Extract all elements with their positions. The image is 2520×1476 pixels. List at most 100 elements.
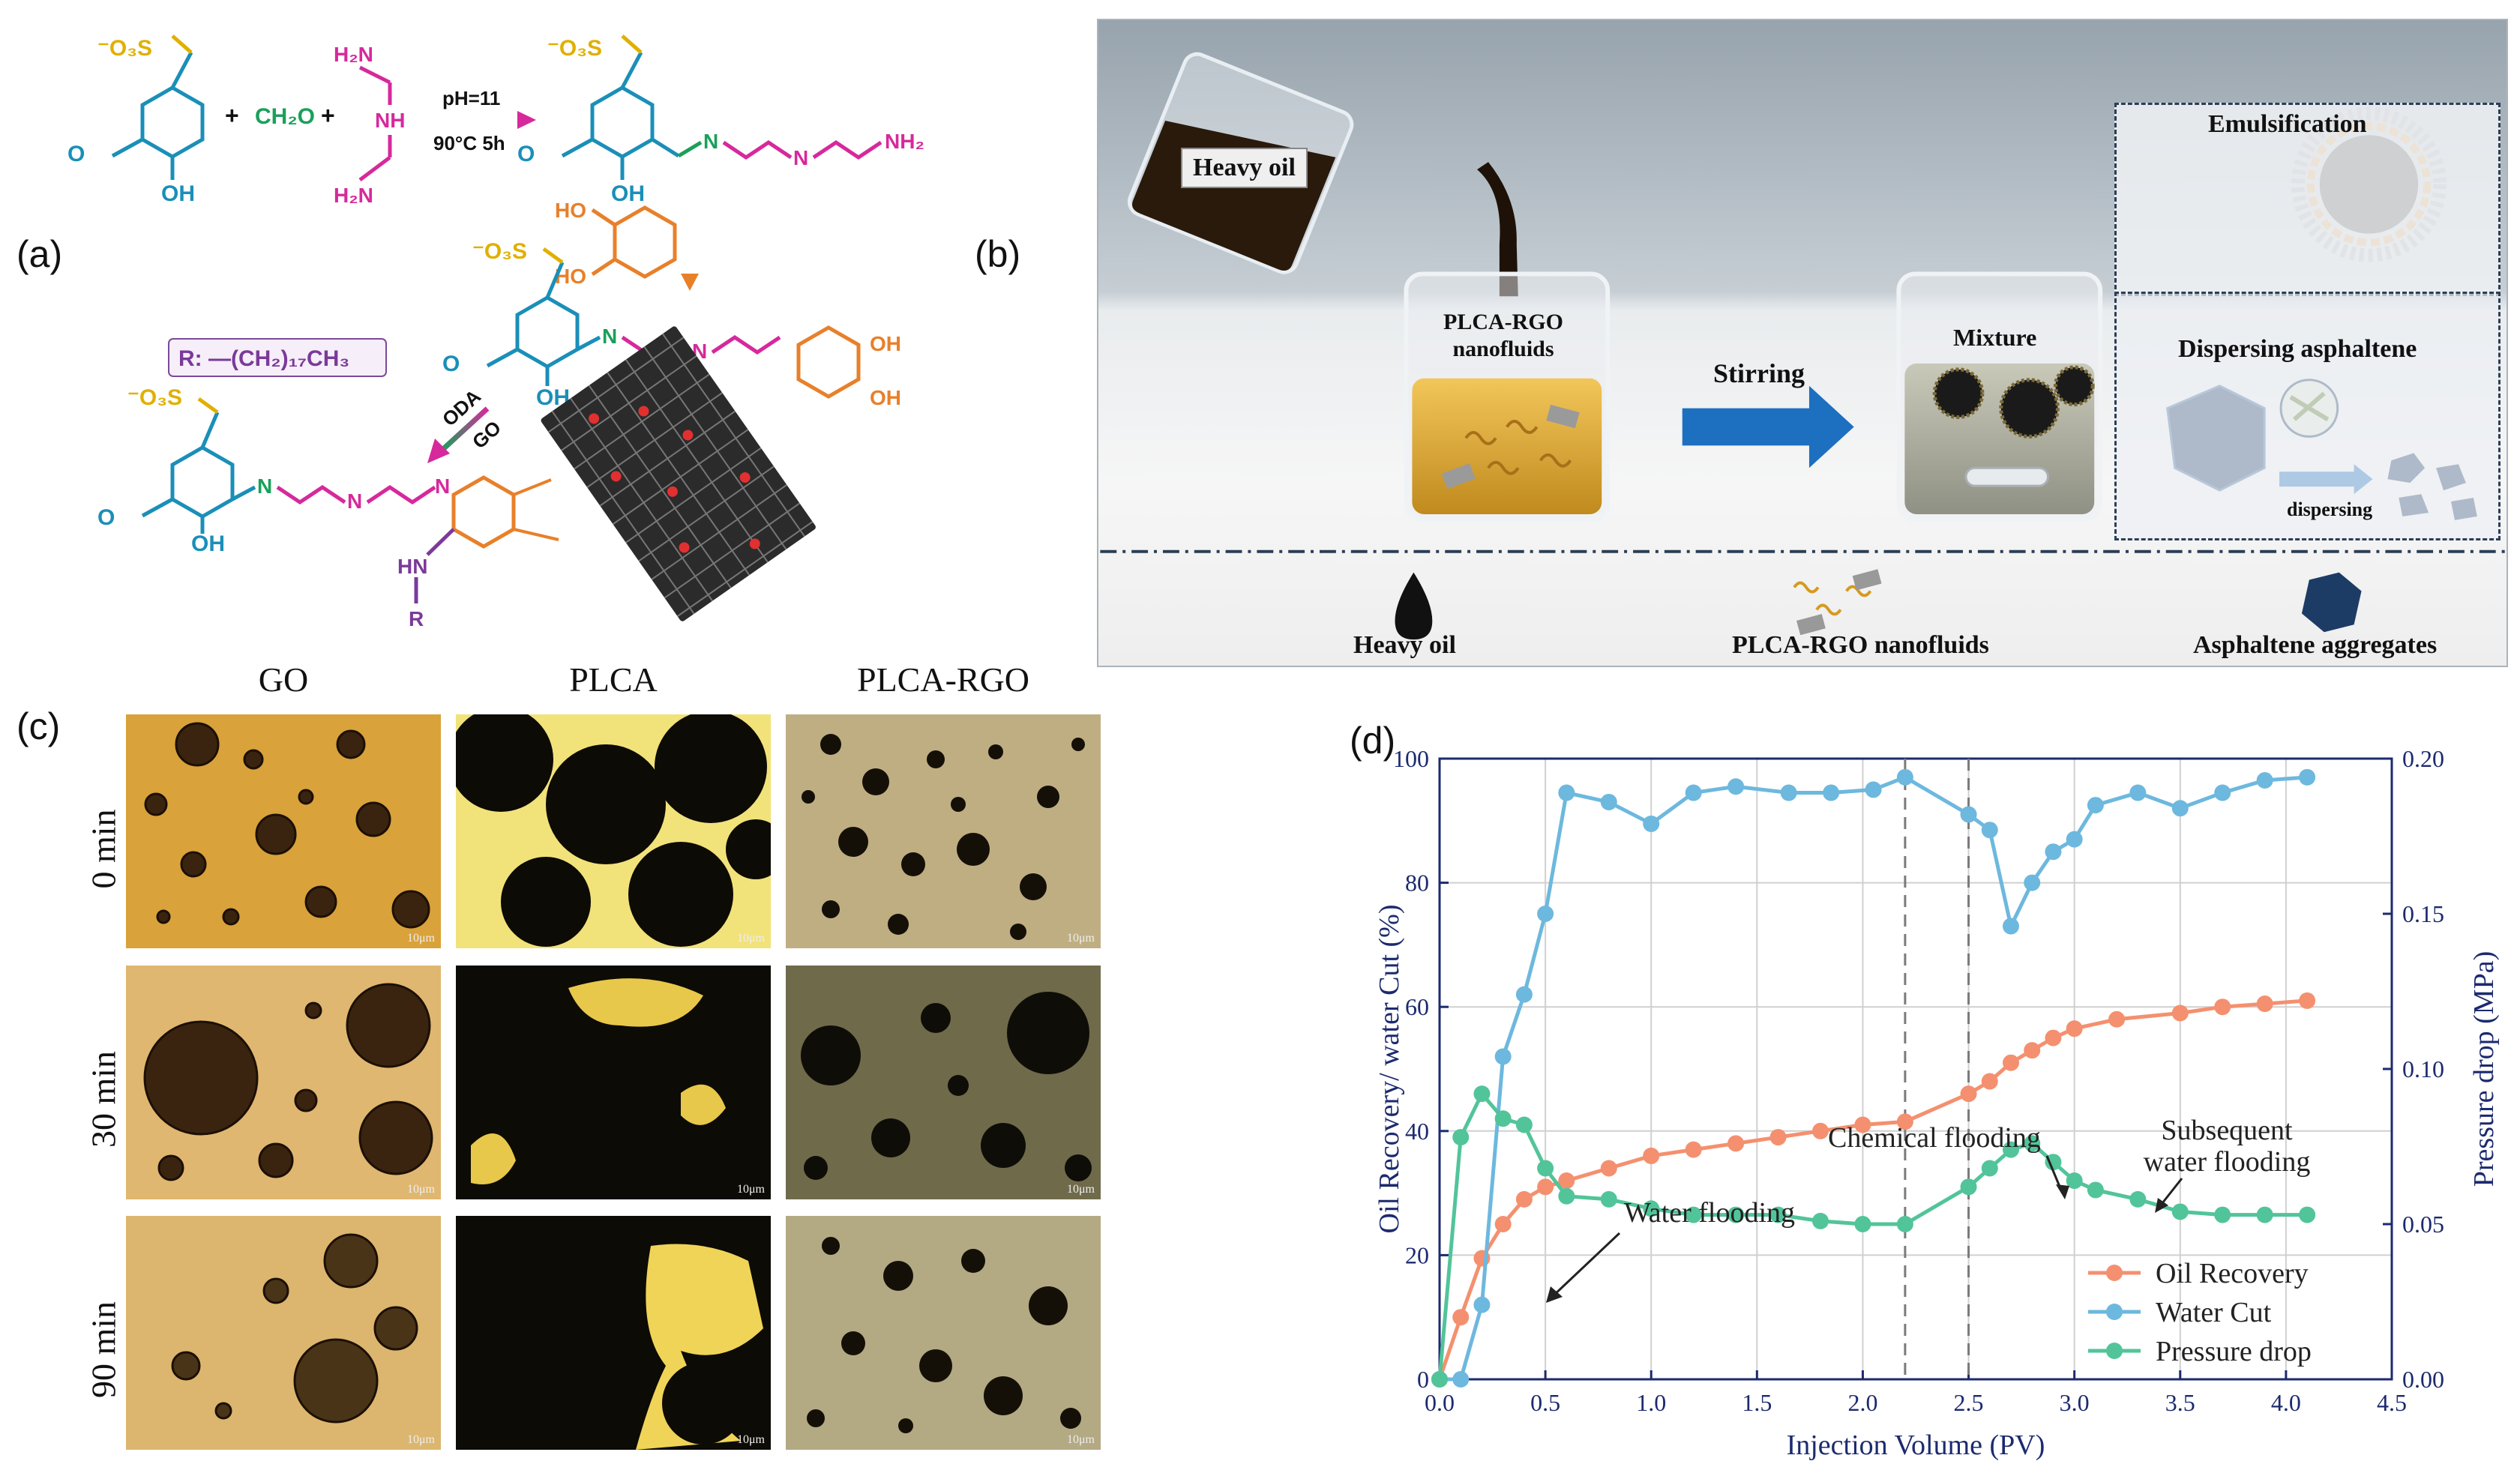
ph-condition: pH=11	[442, 87, 500, 109]
micrograph-go-30: 10μm	[126, 966, 441, 1199]
graphene-oxide-sheet	[541, 326, 816, 621]
row-90-min: 90 min	[84, 1301, 123, 1399]
series-0-point-17	[2003, 1054, 2019, 1071]
svg-text:HO: HO	[555, 199, 586, 222]
recovery-chart: (d) 0.0 0.5 1.0 1.5 2.0 2.5 3.0 3.5 4.0 4.5 0 20 40 60…	[1350, 697, 2520, 1472]
x-tick-label-0: 0.0	[1425, 1389, 1455, 1416]
series-0-point-15	[1960, 1085, 1977, 1103]
series-2-point-23	[2171, 1203, 2189, 1220]
series-0-point-20	[2066, 1020, 2083, 1037]
series-1-point-21	[2087, 797, 2104, 814]
svg-text:O: O	[67, 142, 85, 166]
series-2-point-15	[1960, 1178, 1977, 1196]
annotation-arrowhead-water	[1546, 1286, 1563, 1303]
series-1-point-22	[2129, 784, 2147, 801]
series-2-point-9	[1685, 1206, 1702, 1223]
series-2-point-10	[1727, 1206, 1745, 1223]
dispersing-inset	[2114, 292, 2501, 540]
svg-text:+: +	[321, 102, 335, 129]
row-0-min: 0 min	[84, 809, 123, 889]
series-0-point-12	[1812, 1122, 1829, 1139]
series-0-point-25	[2299, 992, 2316, 1009]
x-tick-label-1: 0.5	[1530, 1389, 1560, 1416]
temp-condition: 90°C 5h	[433, 132, 505, 154]
legend-label-0: Oil Recovery	[2156, 1258, 2309, 1289]
series-2-point-17	[2003, 1141, 2019, 1158]
micrograph-plca-30: 10μm	[456, 966, 771, 1199]
y-left-tick-label-2: 40	[1405, 1118, 1429, 1145]
series-2-point-25	[2256, 1206, 2273, 1223]
legend-heavy-oil: Heavy oil	[1353, 631, 1456, 659]
series-2-point-1	[1452, 1129, 1470, 1146]
legend-marker-2	[2106, 1343, 2123, 1359]
svg-text:N: N	[257, 475, 272, 498]
column-plca: PLCA	[569, 660, 658, 699]
micrograph-plca-0: 10μm	[456, 714, 771, 948]
svg-text:OH: OH	[870, 332, 901, 355]
final-product	[141, 397, 436, 534]
catechol	[591, 205, 677, 279]
series-2-point-6	[1558, 1187, 1575, 1205]
r-group-text: R: —(CH₂)₁₇CH₃	[178, 346, 349, 371]
series-1-point-6	[1558, 784, 1575, 801]
svg-text:ODA: ODA	[438, 385, 485, 430]
x-tick-label-8: 4.0	[2271, 1389, 2301, 1416]
legend-asphaltene: Asphaltene aggregates	[2193, 631, 2438, 659]
svg-text:OH: OH	[870, 386, 901, 409]
reactant-lignin-unit	[111, 34, 205, 180]
y-right-tick-label-1: 0.05	[2402, 1211, 2444, 1238]
stirring-arrow	[1682, 385, 1854, 469]
panel-d-label: (d)	[1350, 720, 1395, 762]
series-1-point-2	[1473, 1296, 1491, 1313]
svg-text:NH₂: NH₂	[885, 130, 924, 153]
x-tick-label-2: 1.0	[1636, 1389, 1666, 1416]
panel-a-label: (a)	[16, 233, 63, 275]
chart-svg: (d) 0.0 0.5 1.0 1.5 2.0 2.5 3.0 3.5 4.0 4.5 0 20 40 60…	[1350, 720, 2500, 1461]
mixture-label: Mixture	[1953, 324, 2037, 351]
y-left-tick-label-3: 60	[1405, 993, 1429, 1020]
x-tick-label-3: 1.5	[1742, 1389, 1772, 1416]
series-2-point-2	[1473, 1085, 1491, 1103]
series-1-point-4	[1515, 986, 1533, 1003]
synthesis-scheme: ⁻O₃S O OH + CH₂O + H₂N NH H₂N pH=11 90°C…	[0, 0, 1072, 675]
series-0-point-8	[1643, 1147, 1660, 1164]
series-2-point-8	[1643, 1200, 1660, 1217]
series-1-point-5	[1537, 906, 1554, 922]
micrograph-go-90: 10μm	[126, 1216, 441, 1450]
svg-text:+: +	[225, 102, 239, 129]
y-right-tick-label-4: 0.20	[2402, 745, 2444, 772]
y-right-tick-label-2: 0.10	[2402, 1055, 2444, 1082]
series-0-point-9	[1685, 1141, 1702, 1158]
legend-nanofluids: PLCA-RGO nanofluids	[1732, 631, 1989, 659]
series-0-point-10	[1727, 1135, 1745, 1152]
x-tick-label-5: 2.5	[1954, 1389, 1984, 1416]
series-0-point-5	[1537, 1178, 1554, 1196]
svg-text:OH: OH	[191, 531, 225, 556]
series-1-point-12	[1823, 784, 1840, 801]
series-1-point-14	[1896, 768, 1913, 786]
series-1-point-13	[1865, 781, 1882, 798]
x-tick-label-6: 3.0	[2060, 1389, 2090, 1416]
row-30-min: 30 min	[84, 1050, 123, 1148]
series-1-point-16	[1981, 822, 1998, 839]
series-2-point-22	[2129, 1190, 2147, 1208]
series-1-point-9	[1685, 784, 1702, 801]
series-0-point-23	[2214, 998, 2231, 1016]
series-0-point-22	[2171, 1004, 2189, 1022]
svg-text:OH: OH	[611, 181, 645, 206]
series-0-point-14	[1896, 1113, 1913, 1130]
svg-text:N: N	[435, 475, 450, 498]
panel-b-label: (b)	[975, 233, 1021, 275]
series-0-point-21	[2108, 1010, 2126, 1028]
panel-c-label: (c)	[16, 705, 61, 747]
stirring-label: Stirring	[1713, 358, 1805, 388]
svg-text:O: O	[517, 142, 535, 166]
series-0-point-13	[1854, 1116, 1871, 1133]
series-2-point-20	[2066, 1172, 2083, 1190]
series-1-point-8	[1643, 815, 1660, 832]
heavy-oil-tag: Heavy oil	[1181, 148, 1308, 188]
oil-drop-icon	[1395, 572, 1433, 640]
svg-text:⁻O₃S: ⁻O₃S	[472, 239, 527, 264]
y-left-tick-label-5: 100	[1393, 745, 1429, 772]
oil-stream	[1477, 162, 1518, 297]
